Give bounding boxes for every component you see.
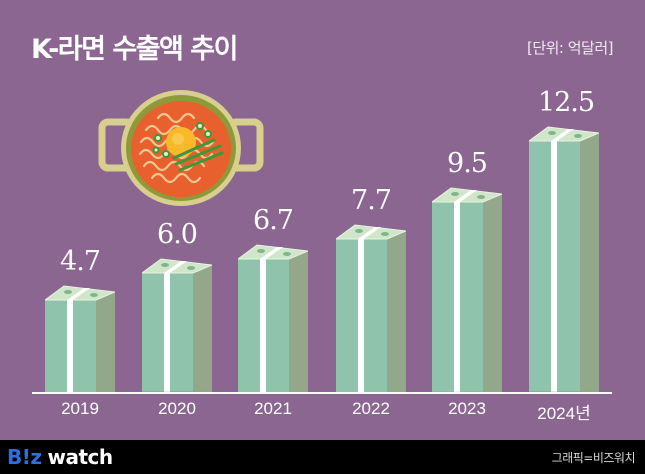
value-label: 4.7 bbox=[60, 245, 101, 277]
unit-label: [단위: 억달러] bbox=[526, 39, 614, 57]
chart-canvas: K-라면 수출액 추이 [단위: 억달러] bbox=[31, 34, 614, 423]
x-tick-label: 2020 bbox=[158, 399, 196, 418]
money-stack-icon bbox=[432, 187, 502, 392]
x-tick-label: 2019 bbox=[61, 399, 99, 418]
value-label: 6.7 bbox=[253, 204, 294, 236]
ramen-pot-icon bbox=[98, 90, 264, 206]
value-label: 6.0 bbox=[157, 219, 198, 251]
value-label: 12.5 bbox=[537, 87, 595, 119]
x-tick-label: 2021 bbox=[254, 399, 292, 418]
logo-prefix: B!z bbox=[7, 445, 42, 469]
money-stack-icon bbox=[238, 244, 308, 392]
value-label: 7.7 bbox=[351, 184, 392, 216]
footer-bar: B!z watch 그래픽=비즈워치 bbox=[0, 440, 645, 474]
x-tick-label: 2022 bbox=[352, 399, 390, 418]
x-axis-line bbox=[32, 392, 612, 394]
x-tick-label: 2024년 bbox=[537, 404, 591, 423]
value-label: 9.5 bbox=[447, 148, 488, 180]
money-stack-icon bbox=[336, 224, 406, 392]
money-stack-icon bbox=[529, 126, 599, 392]
graphic-credit: 그래픽=비즈워치 bbox=[551, 451, 636, 465]
chart-title: K-라면 수출액 추이 bbox=[31, 34, 238, 65]
money-stack-icon bbox=[45, 285, 115, 392]
bizwatch-logo[interactable]: B!z watch bbox=[7, 445, 113, 469]
money-stack-icon bbox=[142, 258, 212, 392]
x-tick-label: 2023 bbox=[448, 399, 486, 418]
logo-suffix: watch bbox=[47, 445, 114, 469]
